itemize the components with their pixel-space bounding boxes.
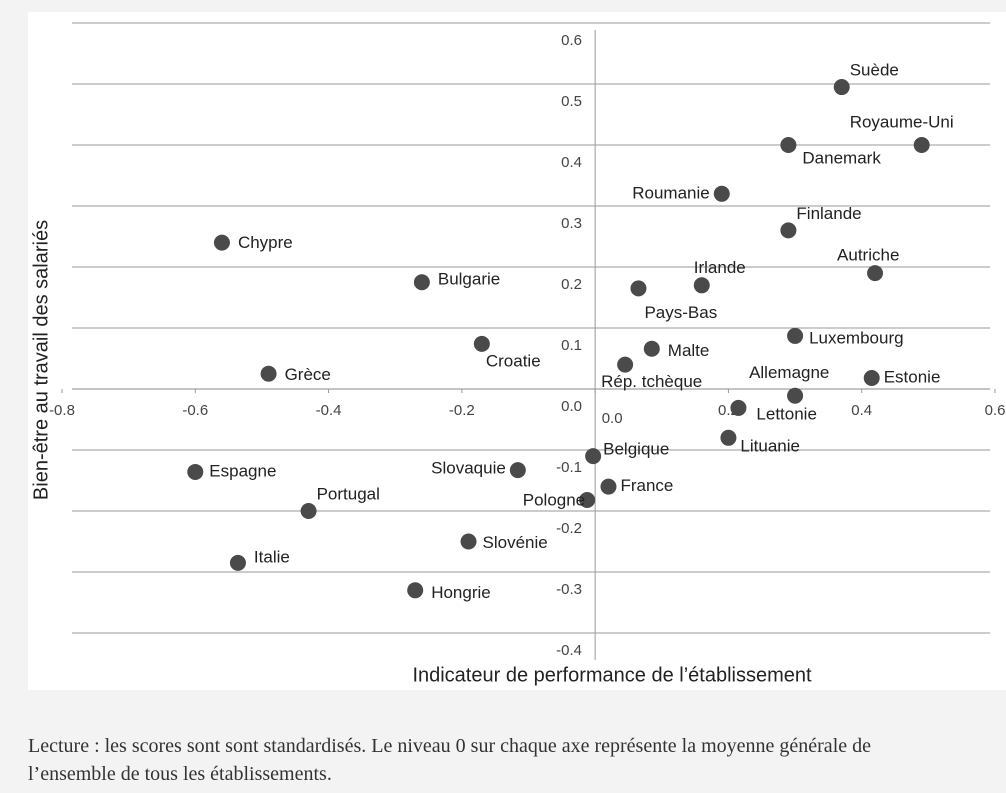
point xyxy=(585,448,602,465)
point xyxy=(867,265,884,282)
point xyxy=(617,356,634,373)
y-tick-label: -0.3 xyxy=(556,581,582,598)
y-tick-label: 0.3 xyxy=(561,215,582,232)
point-label: Finlande xyxy=(796,204,861,223)
point xyxy=(413,274,430,291)
point-label: Slovaquie xyxy=(431,459,506,478)
x-tick-label: -0.2 xyxy=(449,402,475,419)
point xyxy=(833,79,850,96)
point-label: Danemark xyxy=(802,148,881,167)
point-label: Italie xyxy=(254,547,290,566)
point-label: Allemagne xyxy=(749,363,829,382)
point xyxy=(260,365,277,382)
y-tick-label: -0.4 xyxy=(556,642,582,659)
y-tick-label: 0.6 xyxy=(561,32,582,49)
point-label: Lituanie xyxy=(740,436,800,455)
x-tick-label: -0.6 xyxy=(182,402,208,419)
point xyxy=(730,399,747,416)
point xyxy=(473,335,490,352)
point-label: Suède xyxy=(850,61,899,80)
point xyxy=(713,185,730,202)
y-tick-label: 0.4 xyxy=(561,154,582,171)
point xyxy=(913,137,930,153)
point-label: Royaume-Uni xyxy=(850,112,954,131)
y-axis-label: Bien-être au travail des salariés xyxy=(30,220,52,500)
point-label: Malte xyxy=(668,341,710,360)
point-label: Croatie xyxy=(486,351,541,370)
point xyxy=(693,277,710,294)
point xyxy=(643,340,660,357)
point-label: Hongrie xyxy=(431,583,491,602)
point-label: Portugal xyxy=(317,484,380,503)
point-label: Chypre xyxy=(238,233,293,252)
point xyxy=(780,222,797,239)
x-tick-label: -0.4 xyxy=(316,402,342,419)
x-tick-label: -0.8 xyxy=(49,402,75,419)
point xyxy=(787,327,804,344)
point-label: Lettonie xyxy=(756,404,817,423)
chart: Indicateur de performance de l’établisse… xyxy=(28,12,1006,690)
caption: Lecture : les scores sont sont standardi… xyxy=(28,735,871,785)
x-tick-label: 0.4 xyxy=(851,402,872,419)
point-label: Luxembourg xyxy=(809,328,904,347)
point-label: Estonie xyxy=(884,368,941,387)
point-label: Grèce xyxy=(285,365,331,384)
x-tick-label: 0.0 xyxy=(602,410,623,427)
point xyxy=(579,492,596,509)
point xyxy=(187,463,204,480)
point-label: Bulgarie xyxy=(438,270,500,289)
point xyxy=(407,582,424,599)
point-label: Slovénie xyxy=(483,533,548,552)
x-tick-label: 0.6 xyxy=(985,402,1006,419)
y-tick-label: -0.1 xyxy=(556,459,582,476)
point xyxy=(300,503,317,519)
point-label: Espagne xyxy=(209,461,276,480)
x-axis-label: Indicateur de performance de l’établisse… xyxy=(412,664,812,686)
y-tick-label: 0.0 xyxy=(561,398,582,415)
point xyxy=(509,462,526,479)
point xyxy=(630,280,647,297)
point-label: Pays-Bas xyxy=(644,303,717,322)
point-label: Autriche xyxy=(837,246,899,265)
point-label: Rép. tchèque xyxy=(601,372,702,391)
point xyxy=(600,478,617,495)
point xyxy=(229,554,246,571)
point xyxy=(787,387,804,404)
chart-background xyxy=(28,12,1006,690)
point xyxy=(460,533,477,550)
point xyxy=(213,234,230,251)
point xyxy=(720,429,737,446)
point xyxy=(780,137,797,153)
point xyxy=(863,370,880,387)
y-tick-label: 0.2 xyxy=(561,276,582,293)
point-label: Pologne xyxy=(523,491,585,510)
point-label: Roumanie xyxy=(632,183,710,202)
point-label: Irlande xyxy=(694,258,746,277)
y-tick-label: 0.1 xyxy=(561,337,582,354)
point-label: Belgique xyxy=(603,440,669,459)
point-label: France xyxy=(620,476,673,495)
y-tick-label: -0.2 xyxy=(556,520,582,537)
y-tick-label: 0.5 xyxy=(561,93,582,110)
